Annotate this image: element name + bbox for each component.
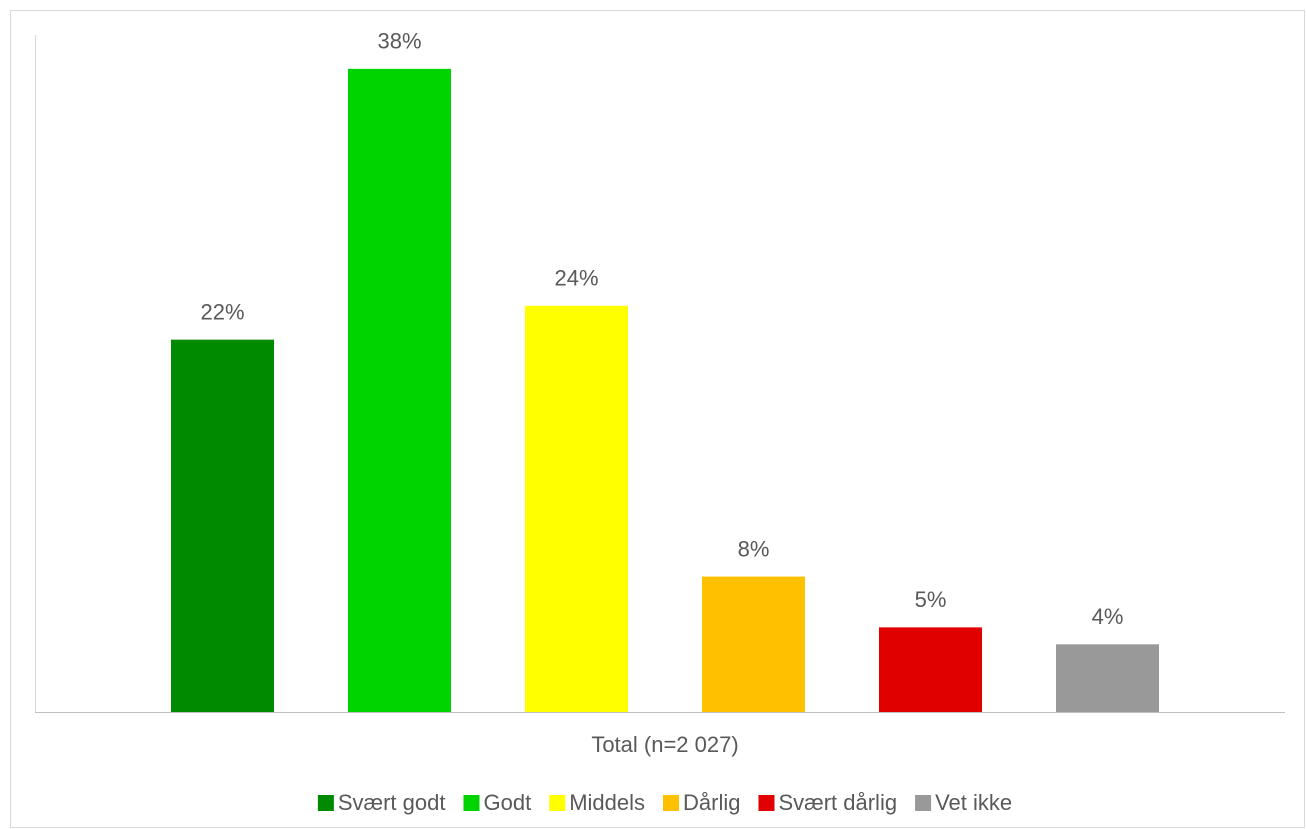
data-label: 24% <box>554 266 598 291</box>
legend-label: Dårlig <box>683 790 740 815</box>
data-label: 4% <box>1092 604 1124 629</box>
legend-swatch <box>663 795 680 811</box>
legend-swatch <box>463 795 480 811</box>
legend-label: Vet ikke <box>935 790 1012 815</box>
bar <box>702 576 805 712</box>
legend-label: Svært dårlig <box>778 790 897 815</box>
legend-label: Middels <box>569 790 645 815</box>
legend-swatch <box>915 795 932 811</box>
x-tick-label: Total (n=2 027) <box>591 732 738 757</box>
bar <box>348 68 451 713</box>
legend-swatch <box>317 795 334 811</box>
bar <box>879 627 982 712</box>
bar <box>171 339 274 712</box>
legend-label: Svært godt <box>338 790 446 815</box>
legend-swatch <box>758 795 775 811</box>
legend-swatch <box>549 795 566 811</box>
data-label: 5% <box>915 587 947 612</box>
bar <box>1056 644 1159 712</box>
legend-label: Godt <box>483 790 531 815</box>
data-label: 38% <box>377 29 421 54</box>
bar <box>525 305 628 712</box>
data-label: 8% <box>738 536 770 561</box>
data-label: 22% <box>200 299 244 324</box>
